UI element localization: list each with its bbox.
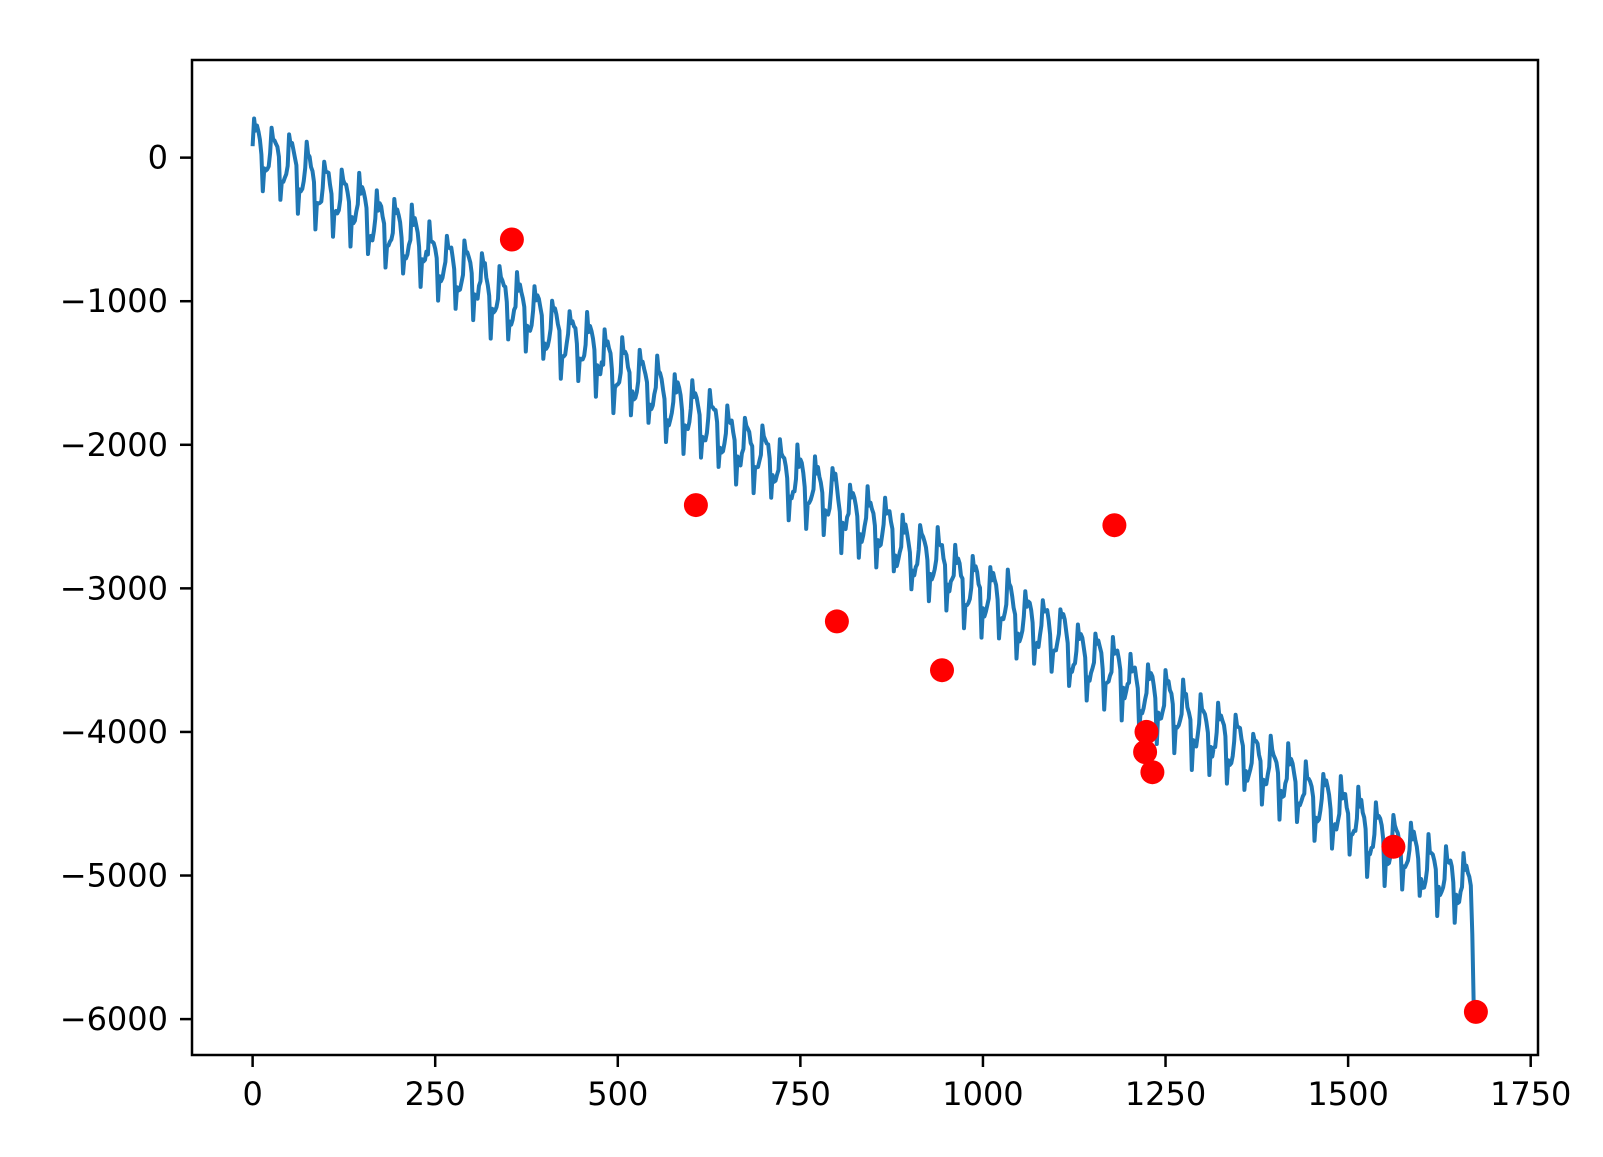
y-tick-label: −2000: [60, 426, 168, 464]
y-tick-label: −1000: [60, 282, 168, 320]
marker-point: [930, 658, 954, 683]
y-tick-label: 0: [148, 139, 168, 177]
x-tick-label: 1250: [1125, 1075, 1206, 1113]
x-tick-label: 1500: [1307, 1075, 1388, 1113]
marker-layer: [499, 227, 1488, 1024]
marker-point: [1133, 740, 1158, 764]
marker-point: [1134, 719, 1159, 744]
marker-point: [683, 493, 708, 518]
marker-point: [1463, 999, 1488, 1024]
marker-point: [1102, 513, 1127, 538]
y-tick-label: −6000: [60, 1000, 168, 1038]
x-axis: 0 250 500 750 1000 1250 1500 1750: [242, 1055, 1571, 1113]
marker-point: [824, 609, 849, 634]
x-tick-label: 0: [242, 1075, 262, 1113]
y-tick-label: −3000: [60, 569, 168, 607]
plot-frame: [190, 58, 1540, 1057]
marker-point: [499, 227, 524, 252]
x-tick-label: 250: [405, 1075, 466, 1113]
y-tick-label: −5000: [60, 857, 168, 895]
marker-point: [1140, 760, 1165, 785]
y-tick-label: −4000: [60, 713, 168, 751]
x-tick-label: 1750: [1490, 1075, 1571, 1113]
series-line: [250, 116, 1481, 1007]
x-tick-label: 1000: [942, 1075, 1023, 1113]
x-tick-label: 500: [587, 1075, 648, 1113]
marker-point: [1381, 834, 1406, 859]
y-axis: 0 −1000 −2000 −3000 −4000 −5000 −6000: [60, 139, 192, 1038]
series-layer: [250, 116, 1481, 1007]
x-tick-label: 750: [770, 1075, 831, 1113]
